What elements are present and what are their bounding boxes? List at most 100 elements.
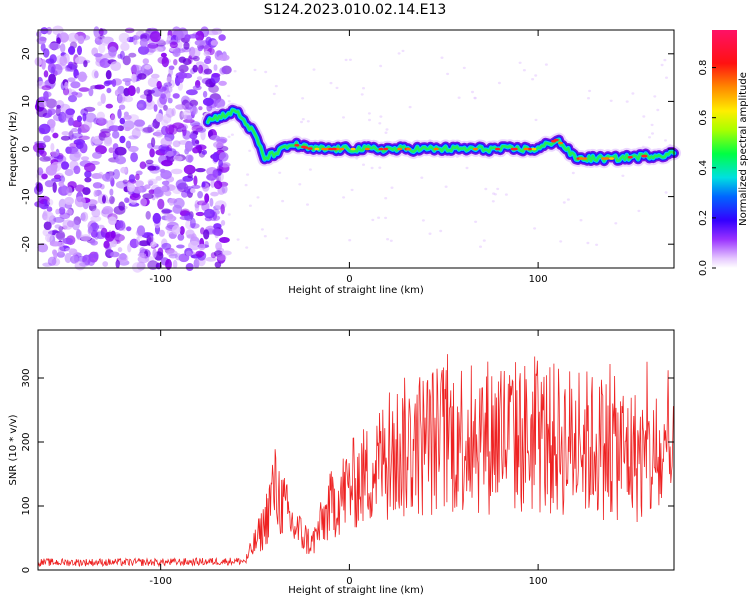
noise-blob <box>101 36 111 46</box>
noise-blob <box>113 234 125 242</box>
noise-dot <box>348 239 352 242</box>
noise-blob <box>87 257 96 266</box>
noise-dot <box>298 183 302 186</box>
noise-blob <box>93 190 98 197</box>
snr-xtick-label: -100 <box>149 576 172 587</box>
noise-blob <box>43 70 49 78</box>
noise-blob <box>160 52 167 58</box>
ridge-layer-4 <box>206 108 676 163</box>
noise-dot <box>587 97 590 100</box>
noise-dot <box>663 58 667 62</box>
noise-blob <box>56 230 66 241</box>
noise-dot <box>664 139 667 142</box>
noise-blob <box>194 39 205 46</box>
noise-blob <box>71 91 78 96</box>
noise-blob <box>185 263 194 271</box>
noise-dot <box>566 198 570 201</box>
noise-blob <box>75 56 87 65</box>
noise-blob <box>54 224 62 229</box>
snr-xtick-label: 0 <box>346 576 352 587</box>
snr-xlabel: Height of straight line (km) <box>288 585 424 596</box>
noise-blob <box>202 90 208 98</box>
noise-dot <box>421 219 425 222</box>
noise-blob <box>92 182 103 189</box>
noise-dot <box>496 187 500 191</box>
noise-blob <box>60 161 70 170</box>
noise-blob <box>161 159 173 167</box>
noise-blob <box>136 86 141 94</box>
noise-blob <box>142 58 149 65</box>
noise-blob <box>147 124 153 133</box>
noise-dot <box>256 196 260 199</box>
noise-dot <box>379 115 383 118</box>
noise-blob <box>110 61 122 71</box>
noise-blob <box>108 46 117 57</box>
noise-blob <box>187 173 193 179</box>
noise-blob <box>137 103 144 108</box>
noise-blob <box>45 165 57 176</box>
noise-dot <box>244 183 248 187</box>
noise-blob <box>118 32 130 44</box>
noise-blob <box>119 117 126 125</box>
noise-blob <box>152 212 161 224</box>
noise-blob <box>95 231 107 240</box>
noise-dot <box>614 222 618 225</box>
ridge-peak <box>397 147 403 151</box>
noise-dot <box>457 96 461 99</box>
noise-blob <box>52 132 59 139</box>
ridge-peak <box>558 141 563 145</box>
noise-dot <box>362 87 365 90</box>
noise-blob <box>194 204 200 212</box>
snr-frame <box>37 329 675 571</box>
noise-blob <box>216 98 226 109</box>
noise-blob <box>51 64 63 75</box>
noise-blob <box>129 238 139 249</box>
colorbar-tick-label: 0.2 <box>698 210 709 226</box>
noise-blob <box>36 182 43 192</box>
noise-blob <box>64 109 74 119</box>
noise-blob <box>114 146 127 156</box>
noise-dot <box>621 174 625 177</box>
noise-blob <box>93 26 100 38</box>
ridge-peak <box>294 144 300 147</box>
noise-blob <box>169 41 178 49</box>
noise-blob <box>212 228 222 236</box>
noise-dot <box>439 229 443 233</box>
colorbar-label: Normalized spectral amplitude <box>738 72 749 226</box>
noise-blob <box>113 205 126 215</box>
noise-blob <box>195 61 205 67</box>
noise-blob <box>50 123 55 133</box>
noise-dot <box>384 131 388 134</box>
noise-blob <box>93 53 103 58</box>
noise-blob <box>127 85 136 97</box>
noise-blob <box>165 108 175 118</box>
noise-blob <box>68 88 73 97</box>
noise-blob <box>217 170 222 176</box>
spectrogram-ylabel: Frequency (Hz) <box>8 111 19 187</box>
noise-blob <box>208 84 220 94</box>
noise-dot <box>378 166 382 169</box>
spectrogram-xtick-label: -100 <box>149 274 172 285</box>
noise-blob <box>102 195 106 204</box>
noise-blob <box>210 178 215 188</box>
noise-blob <box>105 70 112 80</box>
noise-blob <box>133 119 146 127</box>
noise-blob <box>71 127 78 133</box>
noise-dot <box>642 115 646 118</box>
noise-blob <box>108 125 121 132</box>
noise-blob <box>130 64 140 74</box>
noise-dot <box>371 218 375 222</box>
noise-blob <box>202 97 214 106</box>
ridge-peak <box>301 145 307 149</box>
noise-blob <box>191 125 204 133</box>
noise-blob <box>83 60 88 68</box>
noise-blob <box>49 241 61 247</box>
noise-blob <box>161 242 172 250</box>
noise-blob <box>110 239 117 248</box>
noise-blob <box>192 64 198 73</box>
noise-dot <box>397 52 401 55</box>
noise-blob <box>172 93 180 99</box>
noise-dot <box>362 163 365 166</box>
noise-blob <box>187 34 199 39</box>
noise-blob <box>154 47 164 52</box>
